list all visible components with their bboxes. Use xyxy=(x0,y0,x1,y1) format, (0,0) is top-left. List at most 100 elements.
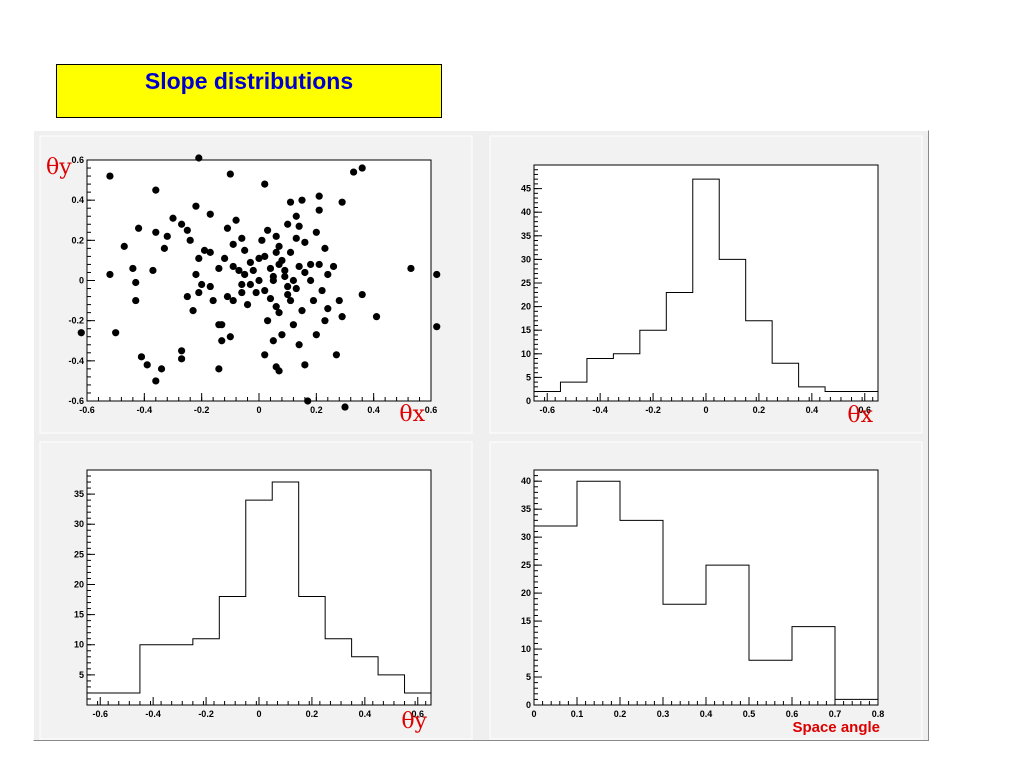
scatter-point xyxy=(272,232,280,240)
scatter-point xyxy=(304,397,312,405)
y-axis-title: θy xyxy=(46,155,72,180)
scatter-point xyxy=(433,323,441,331)
histogram-bin xyxy=(272,482,298,705)
y-tick-label: 45 xyxy=(521,184,531,194)
scatter-point xyxy=(137,353,146,361)
scatter-point xyxy=(324,305,332,313)
scatter-point xyxy=(169,214,177,222)
y-tick-label: 25 xyxy=(521,560,531,570)
scatter-point xyxy=(183,226,191,234)
scatter-point xyxy=(284,290,292,299)
scatter-point xyxy=(183,292,191,301)
scatter-point xyxy=(215,365,223,373)
x-tick-label: -0.4 xyxy=(592,405,608,415)
y-tick-label: 5 xyxy=(526,372,531,382)
x-tick-label: 0.2 xyxy=(614,709,627,719)
scatter-point xyxy=(195,254,203,263)
plot-frame xyxy=(86,469,432,706)
chart-hist-space-angle: 0 0.1 0.2 0.3 0.4 0.5 0.6 0.7 0.8 0 5 10 15 20 25 30 35 4… xyxy=(489,441,923,740)
scatter-point xyxy=(278,331,286,339)
scatter-point xyxy=(186,236,194,244)
histogram-bin xyxy=(719,259,745,401)
x-tick-label: -0.6 xyxy=(79,405,95,415)
histogram-bin xyxy=(352,657,378,705)
x-tick-label: 0.8 xyxy=(872,709,885,719)
scatter-point xyxy=(206,248,214,256)
y-tick-label: 30 xyxy=(521,254,531,264)
scatter-point xyxy=(152,228,160,236)
scatter-point xyxy=(192,270,200,279)
scatter-point xyxy=(229,240,237,248)
scatter-point xyxy=(281,266,289,275)
scatter-point xyxy=(200,246,209,254)
scatter-point xyxy=(221,254,229,263)
scatter-point xyxy=(198,280,206,289)
histogram-bin xyxy=(613,354,639,401)
x-tick-label: 0 xyxy=(256,405,261,415)
scatter-point xyxy=(223,224,232,232)
scatter-point xyxy=(238,280,246,289)
x-axis-title: θx xyxy=(399,402,425,427)
scatter-point xyxy=(284,282,292,291)
scatter-point xyxy=(261,252,269,260)
x-tick-label: 0.4 xyxy=(806,405,819,415)
scatter-point xyxy=(286,296,295,305)
y-tick-label: 15 xyxy=(521,325,531,335)
histogram-bin xyxy=(166,645,192,705)
scatter-point xyxy=(241,246,249,254)
scatter-point xyxy=(192,202,200,210)
y-tick-label: 20 xyxy=(521,588,531,598)
scatter-point xyxy=(261,351,269,359)
title-box: Slope distributions xyxy=(56,64,442,118)
scatter-point xyxy=(281,272,289,281)
scatter-point xyxy=(312,228,320,236)
y-tick-label: 20 xyxy=(521,302,531,312)
histogram-bin xyxy=(378,675,404,705)
scatter-point xyxy=(295,341,303,349)
scatter-point xyxy=(289,276,297,285)
scatter-point xyxy=(195,288,203,297)
histogram-bin xyxy=(113,693,139,705)
x-axis-title: θy xyxy=(401,709,427,734)
scatter-point xyxy=(433,270,441,279)
scatter-point xyxy=(106,270,114,279)
scatter-point xyxy=(261,180,269,188)
scatter-point xyxy=(324,270,332,279)
scatter-point xyxy=(335,296,343,305)
scatter-point xyxy=(341,403,349,411)
histogram-line xyxy=(87,481,431,694)
histogram-bin xyxy=(772,363,798,401)
histogram-bin xyxy=(219,597,245,705)
scatter-point xyxy=(318,286,326,295)
y-tick-label: 25 xyxy=(74,549,84,559)
y-tick-label: 0 xyxy=(526,700,531,710)
scatter-point xyxy=(269,337,277,345)
x-tick-label: 0.6 xyxy=(412,709,425,719)
scatter-point xyxy=(243,301,252,309)
y-tick-label: 5 xyxy=(526,672,531,682)
histogram-bin xyxy=(825,392,851,401)
histogram-bin xyxy=(534,392,560,401)
histogram-bin xyxy=(792,627,835,705)
x-tick-label: 0.6 xyxy=(425,405,438,415)
scatter-point xyxy=(298,307,306,315)
scatter-point xyxy=(189,307,197,315)
scatter-point xyxy=(278,256,286,265)
scatter-point xyxy=(218,321,226,329)
x-tick-label: 0 xyxy=(531,709,536,719)
scatter-point xyxy=(157,365,166,373)
scatter-point xyxy=(312,331,320,339)
scatter-point xyxy=(209,296,217,305)
scatter-point xyxy=(350,168,358,176)
x-tick-label: 0.6 xyxy=(786,709,799,719)
x-tick-label: -0.4 xyxy=(137,405,153,415)
scatter-point xyxy=(218,337,226,345)
y-tick-label: -0.4 xyxy=(68,356,84,366)
scatter-point xyxy=(195,154,203,162)
scatter-point xyxy=(315,260,323,269)
scatter-point xyxy=(338,313,346,321)
scatter-point xyxy=(135,224,143,232)
x-tick-label: 0.4 xyxy=(367,405,380,415)
x-tick-label: 0.4 xyxy=(700,709,713,719)
